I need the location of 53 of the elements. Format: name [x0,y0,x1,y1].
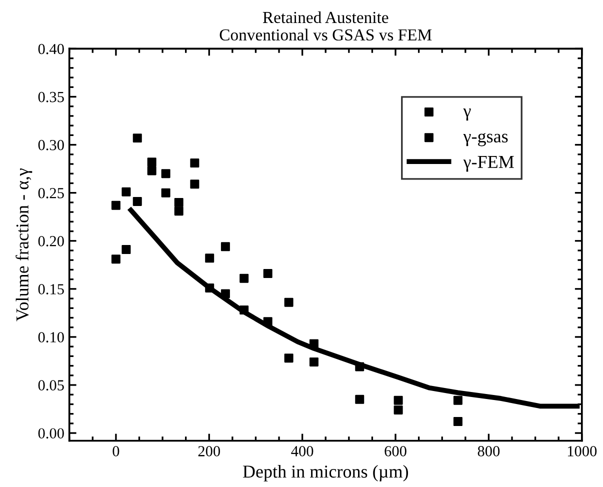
point [309,357,318,366]
legend-label: γ-FEM [463,156,514,172]
point [453,396,462,405]
point [240,306,249,315]
point [132,196,142,206]
point [263,269,272,278]
point [161,188,170,198]
x-axis-title: Depth in microns (µm) [242,465,408,482]
point [190,180,200,189]
point [161,169,170,178]
point [122,245,131,254]
point [355,362,364,372]
point [263,317,272,326]
point [111,200,120,210]
point [220,289,230,298]
x-tick-label: 200 [198,446,220,456]
point [205,283,214,292]
x-tick-label: 800 [478,446,500,456]
point [309,339,318,348]
point [453,417,462,426]
point [147,166,156,176]
point [284,298,294,307]
point [122,187,131,196]
point [220,242,230,252]
y-tick-label: 0.30 [38,140,64,150]
y-tick-label: 0.40 [38,44,64,54]
x-tick-label: 400 [291,446,314,456]
x-tick-label: 1000 [568,446,597,456]
point [174,198,184,207]
y-tick-label: 0.05 [38,380,64,391]
point [240,274,249,283]
y-tick-label: 0.35 [38,92,64,102]
point [394,396,403,405]
point [355,394,364,404]
point [132,134,142,143]
point [284,354,294,363]
y-tick-label: 0.25 [38,188,64,198]
legend-label: γ-gsas [463,133,508,146]
y-tick-label: 0.15 [38,284,64,294]
x-tick-label: 600 [384,446,406,456]
point [205,254,214,263]
y-tick-label: 0.10 [38,332,64,342]
y-axis-title: Volume fraction - α,γ [16,168,32,322]
point [174,206,184,216]
point [111,254,120,264]
point [147,158,156,167]
legend-label: γ [463,108,471,121]
y-tick-label: 0.20 [38,236,64,246]
chart-title: Retained Austenite Conventional vs GSAS vs FEM [220,11,432,41]
x-tick-label: 0 [112,446,120,456]
point [190,158,200,168]
point [394,405,403,414]
y-tick-label: 0.00 [38,428,64,439]
